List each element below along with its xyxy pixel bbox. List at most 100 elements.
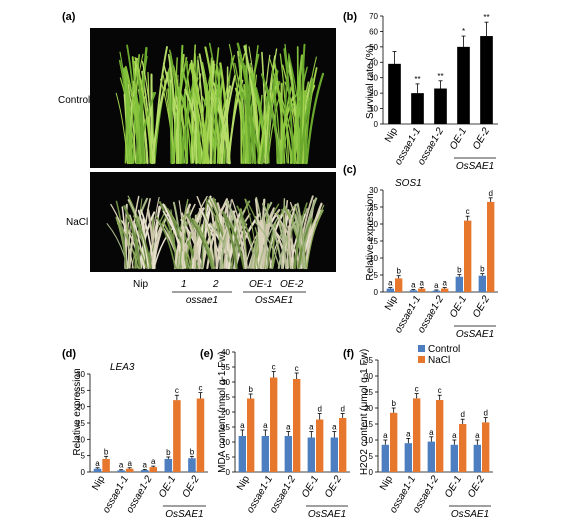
leaf [271,70,278,164]
panel-e: (e) MDA content (nmol g-1 Fw) 0 5 10 15 20 25… [200,348,350,520]
panel-label-f: (f) [343,348,354,360]
leaf [289,213,306,269]
lane-label-ossae1-2: 2 [212,279,219,290]
panel-label-b: (b) [343,11,357,23]
leaf [116,222,139,269]
leaf [283,48,295,164]
y-tick-label: 15 [76,419,85,428]
y-tick-label: 50 [369,43,378,52]
y-tick-label: 30 [364,372,373,381]
bar [386,288,394,292]
bar [117,470,125,472]
bar [411,93,424,124]
significance-label: a [411,281,416,290]
bar [418,288,426,292]
lane-label-ossae1-1: 1 [181,279,187,290]
x-tick-label: OE-1 [157,474,178,500]
y-tick-label: 0 [374,288,379,297]
bar [140,470,149,472]
leaf [212,82,231,164]
y-tick-label: 0 [369,468,374,477]
chart-title: LEA3 [110,362,135,373]
leaf [261,203,283,269]
leaf [288,212,296,269]
y-tick-label: 30 [76,370,85,379]
significance-label: c [198,384,202,393]
leaf [240,91,261,165]
y-tick-label: 35 [364,356,373,365]
panel-label-a: (a) [62,11,76,23]
leaf [213,67,222,164]
leaf [260,73,281,165]
group-label: OsSAE1 [308,509,346,520]
group-label-ossae1-oe: OsSAE1 [255,295,293,306]
significance-label: a [142,460,147,469]
leaf [135,94,142,164]
leaf [191,217,215,270]
y-axis-label: Relative expression [72,368,83,455]
leaf [293,204,308,269]
bar [434,88,447,124]
panel-label-e: (e) [200,348,214,360]
x-tick-label: OE-1 [443,474,464,500]
leaf [141,60,156,164]
leaf [127,195,151,269]
significance-label: a [442,279,447,288]
y-tick-label: 5 [374,271,379,280]
x-tick-label: Nip [235,474,252,493]
significance-label: c [438,386,442,395]
y-tick-label: 25 [76,386,85,395]
x-tick-label: OE-2 [471,126,492,152]
leaf [134,57,153,164]
y-tick-label: 40 [369,58,378,67]
significance-label: a [388,279,393,288]
bar [459,424,467,472]
bar [404,443,412,472]
panel-label-c: (c) [343,164,357,176]
significance-label: d [483,409,487,418]
leaf [296,46,300,164]
y-tick-label: 25 [369,203,378,212]
leaf [181,95,192,164]
bar [457,46,470,124]
leaf [296,202,307,270]
bar [196,398,205,472]
y-tick-label: 30 [221,378,230,387]
leaf [123,205,142,270]
bar [125,468,134,472]
significance-label: a [119,461,124,470]
x-tick-label: Nip [378,474,395,493]
y-axis-label: H2O2 content (μmol g-1 Fw) [359,349,370,475]
y-tick-label: 5 [226,453,231,462]
significance-label: c [466,207,470,216]
y-tick-label: 35 [221,363,230,372]
significance-label: b [457,266,462,275]
leaf [123,67,133,165]
bar [270,377,278,472]
panel-d: (d) LEA3 Relative expression 0 5 10 15 20 25 3… [62,348,208,520]
leaf [177,215,203,269]
y-tick-label: 70 [369,12,378,21]
leaf [201,198,208,269]
leaf [262,214,269,269]
bar [261,436,269,472]
significance-label: b [190,447,195,456]
leaf [244,198,259,269]
significance-label: d [317,405,321,414]
leaf [304,78,314,164]
legend: Control NaCl [418,344,460,366]
bar [432,290,440,292]
leaf [278,95,293,164]
y-tick-label: 25 [221,393,230,402]
y-tick-label: 5 [81,452,86,461]
bar [164,458,173,472]
legend-swatch-nacl [418,356,425,363]
bar [455,276,463,292]
leaf [299,43,306,164]
